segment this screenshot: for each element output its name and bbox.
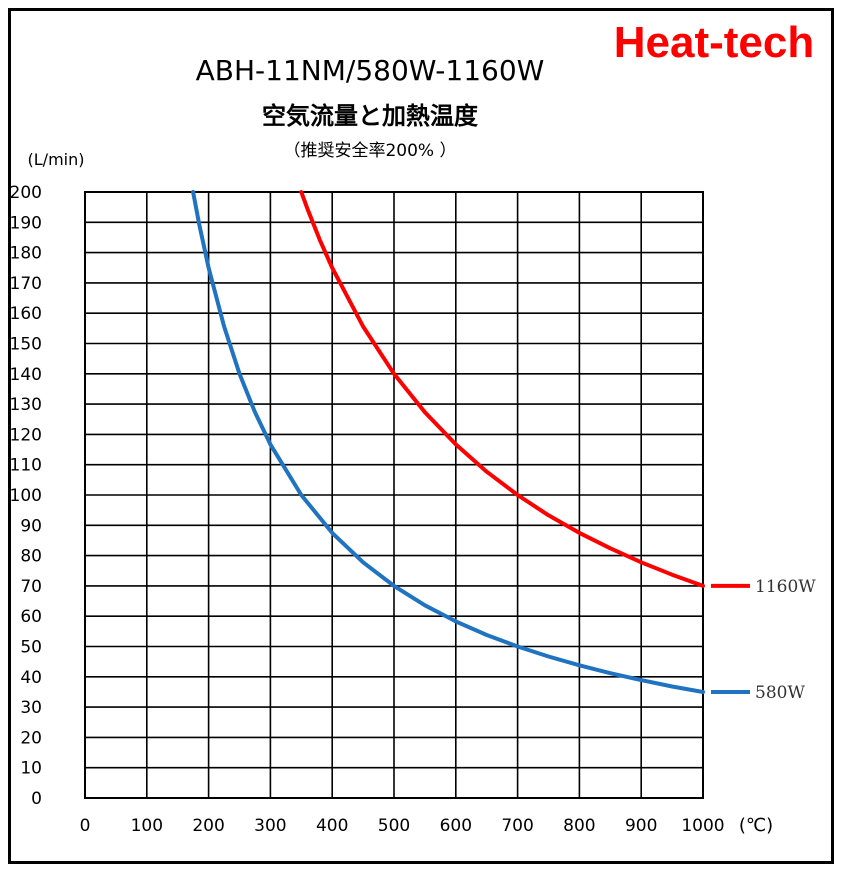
y-tick-label: 200	[10, 183, 42, 203]
y-tick-label: 190	[10, 213, 42, 233]
y-tick-label: 70	[20, 577, 42, 597]
brand-logo: Heat-tech	[614, 18, 815, 67]
y-tick-label: 20	[20, 728, 42, 748]
x-tick-label: 800	[563, 816, 595, 836]
grid	[84, 191, 704, 799]
legend: 1160W 580W	[711, 577, 816, 703]
chart-note: （推奨安全率200% ）	[283, 141, 456, 161]
x-tick-label: 300	[254, 816, 286, 836]
chart-title: ABH-11NM/580W-1160W	[196, 54, 545, 87]
y-tick-label: 170	[10, 274, 42, 294]
y-tick-label: 120	[10, 425, 42, 445]
series-lines	[191, 190, 705, 694]
x-tick-label: 400	[316, 816, 348, 836]
series-line-1160w	[299, 190, 705, 588]
y-tick-label: 60	[20, 607, 42, 627]
y-tick-label: 130	[10, 395, 42, 415]
y-tick-label: 100	[10, 486, 42, 506]
chart-subtitle: 空気流量と加熱温度	[262, 102, 479, 130]
x-axis-label: (℃)	[739, 815, 773, 836]
y-tick-label: 140	[10, 365, 42, 385]
x-tick-label: 700	[501, 816, 533, 836]
y-tick-label: 150	[10, 335, 42, 355]
y-tick-label: 10	[20, 759, 42, 779]
y-tick-label: 180	[10, 244, 42, 264]
y-tick-label: 30	[20, 698, 42, 718]
y-tick-label: 0	[31, 789, 42, 809]
y-tick-label: 40	[20, 668, 42, 688]
x-tick-label: 600	[440, 816, 472, 836]
x-tick-label: 200	[192, 816, 224, 836]
x-tick-label: 900	[625, 816, 657, 836]
y-axis-label: (L/min)	[28, 150, 85, 169]
legend-label-1160w: 1160W	[755, 577, 816, 597]
y-tick-label: 110	[10, 456, 42, 476]
legend-label-580w: 580W	[755, 683, 805, 703]
y-tick-label: 80	[20, 547, 42, 567]
x-tick-label: 500	[378, 816, 410, 836]
chart-frame	[8, 8, 834, 864]
series-line-580w	[191, 190, 705, 694]
plot-border	[84, 191, 704, 799]
x-tick-labels: 0 100 200 300 400 500 600 700 800 900 1000	[80, 816, 725, 836]
x-tick-label: 1000	[681, 816, 724, 836]
x-tick-label: 0	[80, 816, 91, 836]
y-tick-label: 50	[20, 638, 42, 658]
y-tick-label: 160	[10, 304, 42, 324]
y-tick-label: 90	[20, 516, 42, 536]
x-tick-label: 100	[131, 816, 163, 836]
y-tick-labels: 0 10 20 30 40 50 60 70 80 90 100 110 120 130 140 150 160…	[10, 183, 42, 809]
